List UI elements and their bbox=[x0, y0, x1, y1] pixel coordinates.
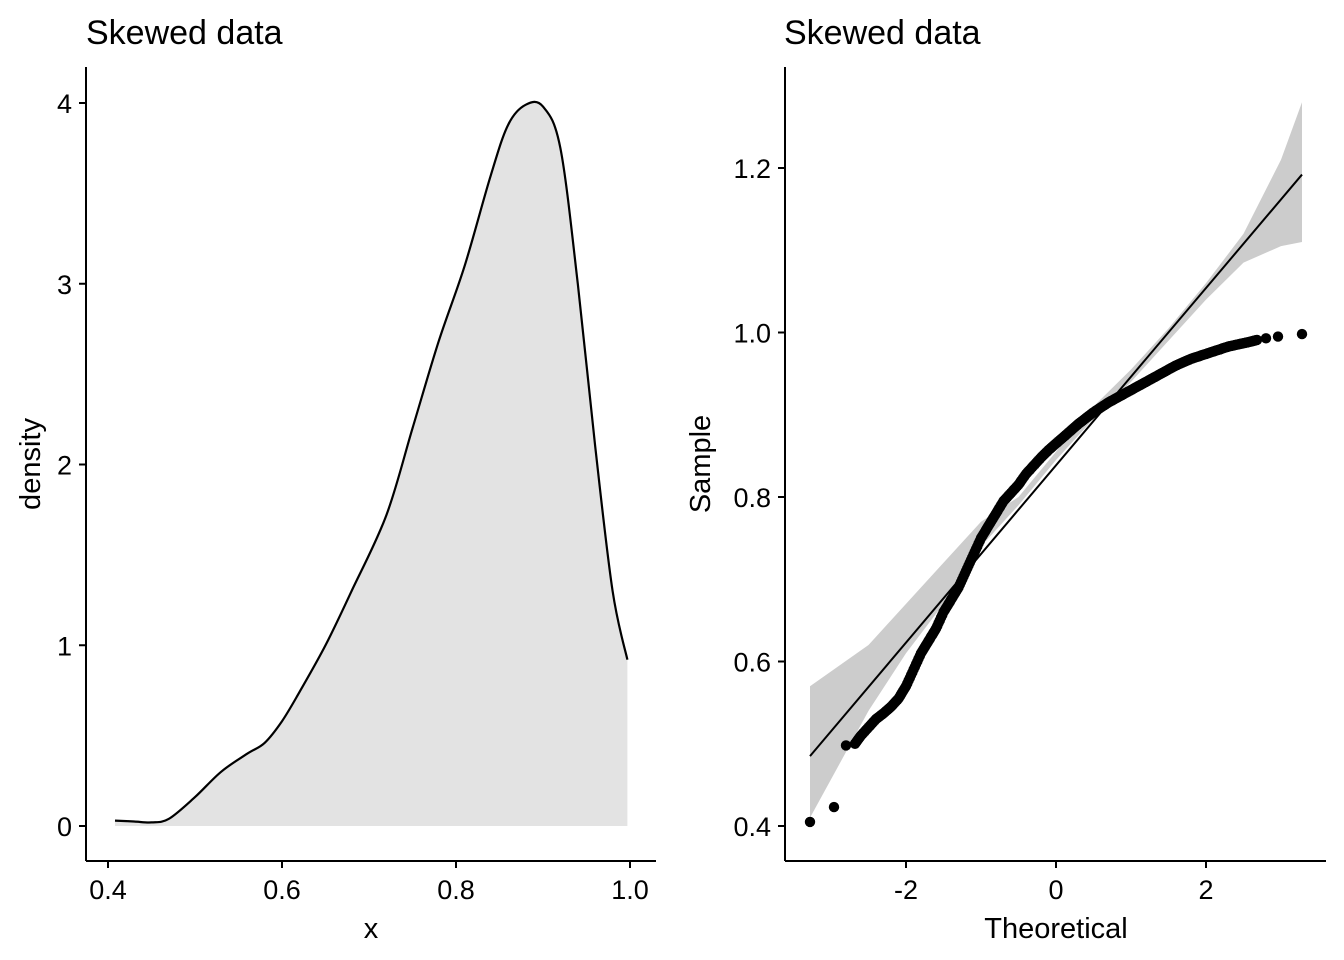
qq-y-tick-label: 0.4 bbox=[733, 812, 771, 842]
density-x-tick-label: 0.8 bbox=[437, 875, 475, 905]
density-y-tick-label: 0 bbox=[57, 812, 72, 842]
qq-point bbox=[840, 740, 852, 751]
qq-y-axis-title: Sample bbox=[685, 415, 717, 513]
qq-point bbox=[828, 801, 840, 813]
qq-y-tick-label: 0.8 bbox=[733, 483, 771, 513]
qq-x-axis-title: Theoretical bbox=[984, 913, 1127, 945]
density-y-tick-label: 4 bbox=[57, 89, 72, 119]
qq-x-tick-label: 2 bbox=[1198, 875, 1213, 905]
density-area-group bbox=[114, 100, 629, 827]
qq-point bbox=[804, 816, 816, 828]
qq-points bbox=[804, 328, 1308, 828]
qq-point bbox=[1250, 335, 1262, 346]
density-x-tick-label: 0.4 bbox=[89, 875, 127, 905]
density-x-ticks: 0.4 0.6 0.8 1.0 bbox=[89, 861, 649, 905]
qq-point bbox=[1296, 328, 1308, 340]
qq-point bbox=[1272, 331, 1284, 342]
density-x-tick-label: 0.6 bbox=[263, 875, 301, 905]
qq-x-tick-label: 0 bbox=[1048, 875, 1063, 905]
density-y-axis-title: density bbox=[15, 418, 47, 510]
density-y-tick-label: 1 bbox=[57, 631, 72, 661]
qq-x-ticks: -2 0 2 bbox=[894, 861, 1214, 905]
qq-reference-line bbox=[809, 173, 1303, 757]
qq-y-tick-label: 1.0 bbox=[733, 319, 771, 349]
density-panel: Skewed data 0 1 2 3 4 0.4 0.6 0.8 1.0 x density bbox=[15, 14, 656, 945]
density-y-tick-label: 3 bbox=[57, 270, 72, 300]
qq-confidence-band bbox=[810, 102, 1302, 818]
density-line bbox=[114, 100, 629, 824]
density-x-tick-label: 1.0 bbox=[611, 875, 649, 905]
density-panel-title: Skewed data bbox=[86, 14, 283, 52]
qq-point bbox=[1260, 333, 1272, 344]
density-y-tick-label: 2 bbox=[57, 451, 72, 481]
qq-panel: Skewed data 0.4 0.6 0.8 1.0 1.2 -2 0 2 Theoret… bbox=[685, 14, 1326, 945]
qq-x-tick-label: -2 bbox=[894, 875, 918, 905]
qq-y-ticks: 0.4 0.6 0.8 1.0 1.2 bbox=[733, 154, 785, 842]
density-x-axis-title: x bbox=[364, 913, 379, 945]
density-area bbox=[115, 101, 628, 827]
qq-panel-title: Skewed data bbox=[784, 14, 981, 52]
qq-y-tick-label: 0.6 bbox=[733, 648, 771, 678]
density-y-ticks: 0 1 2 3 4 bbox=[57, 89, 86, 842]
qq-y-tick-label: 1.2 bbox=[733, 154, 771, 184]
